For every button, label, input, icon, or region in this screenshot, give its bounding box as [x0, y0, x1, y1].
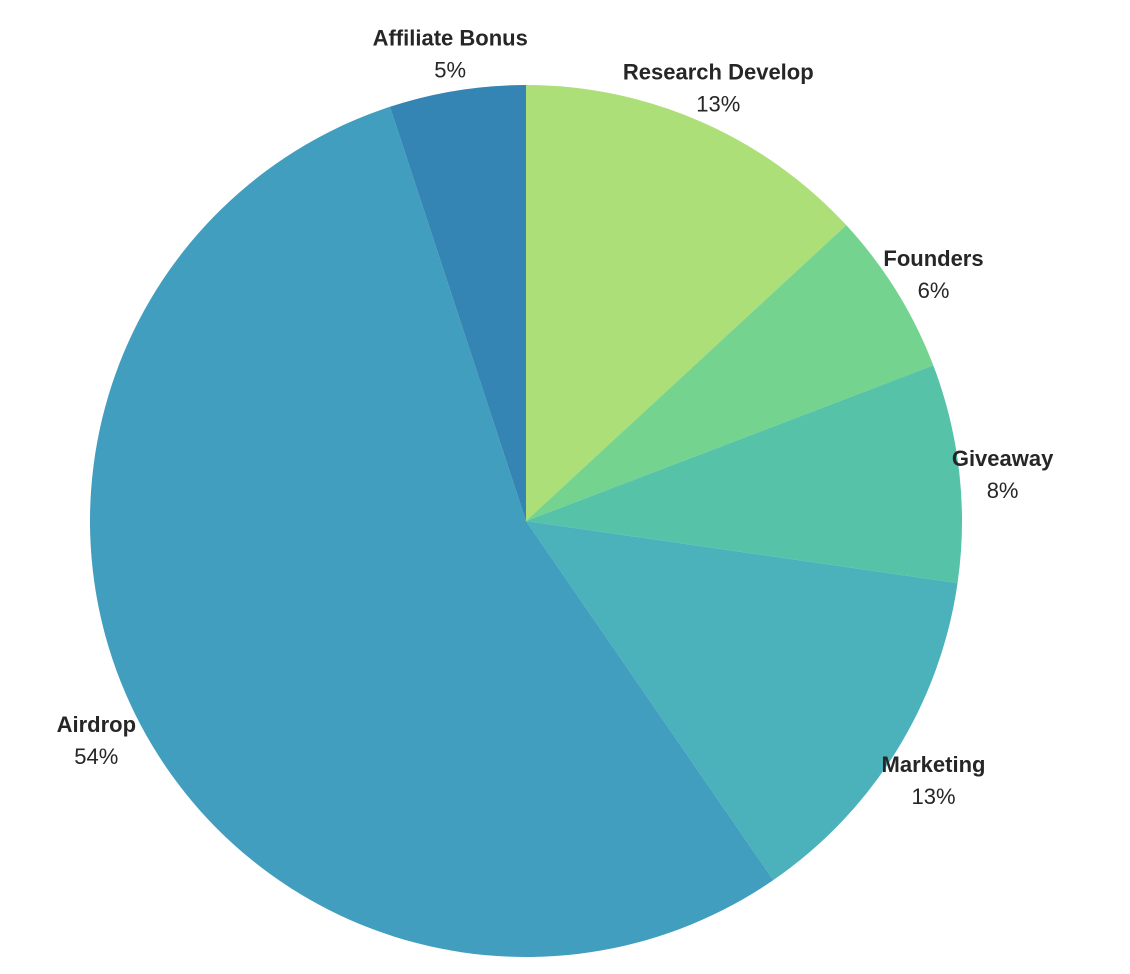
pie-slice-giveaway [526, 365, 962, 584]
slice-value-research-develop: 13% [696, 92, 740, 117]
pie-slice-affiliate-bonus [389, 85, 526, 521]
slice-value-giveaway: 8% [987, 478, 1019, 503]
pie-slice-marketing [526, 521, 958, 881]
slice-label-airdrop: Airdrop [57, 712, 136, 737]
slice-value-marketing: 13% [911, 784, 955, 809]
pie-slice-research-develop [526, 85, 847, 521]
pie-slice-airdrop [89, 106, 774, 958]
slice-label-research-develop: Research Develop [623, 60, 814, 85]
pie-slices [89, 85, 962, 958]
slice-value-founders: 6% [918, 278, 950, 303]
pie-labels: Research Develop 13% Founders 6% Giveaway 8% M… [57, 25, 1055, 809]
pie-slice-founders [526, 225, 934, 522]
slice-label-affiliate-bonus: Affiliate Bonus [373, 25, 528, 50]
slice-value-affiliate-bonus: 5% [434, 57, 466, 82]
slice-value-airdrop: 54% [74, 744, 118, 769]
slice-label-marketing: Marketing [882, 752, 986, 777]
slice-label-giveaway: Giveaway [952, 446, 1054, 471]
slice-label-founders: Founders [883, 246, 983, 271]
